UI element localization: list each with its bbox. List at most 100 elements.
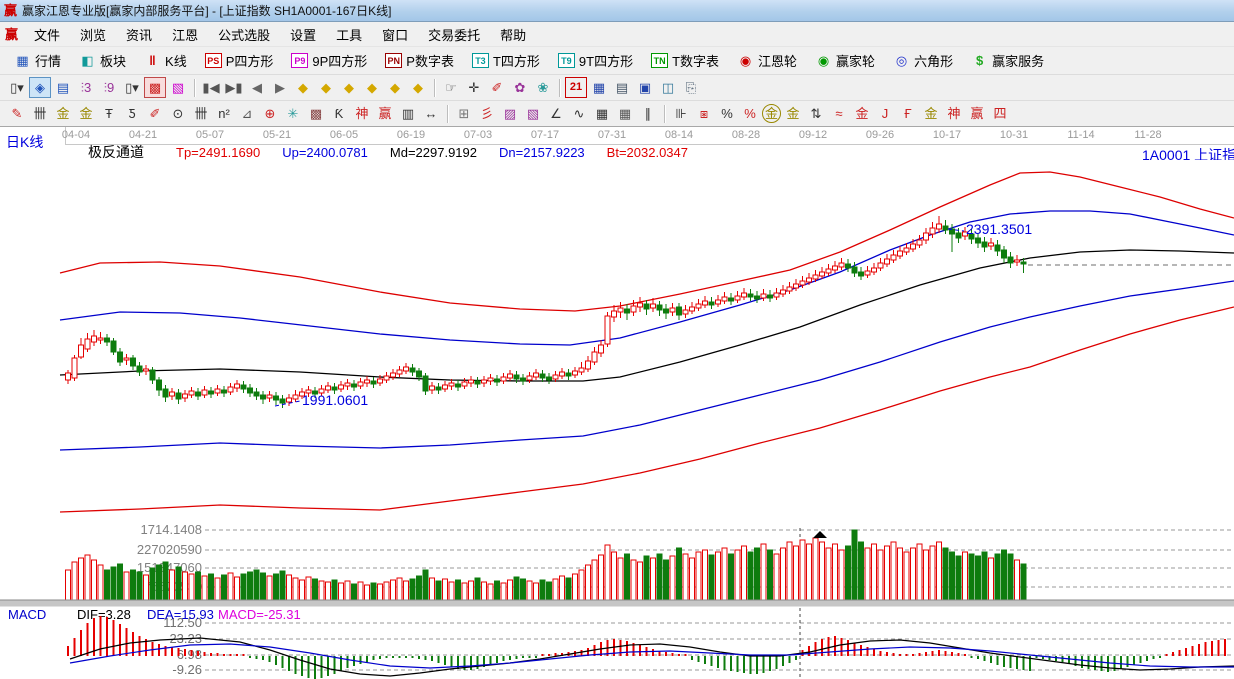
diamond-left-icon[interactable]: ◆: [298, 80, 308, 95]
toolbutton-quotes[interactable]: ▦ 行情: [6, 48, 69, 73]
cross-cursor-icon[interactable]: ✛: [468, 80, 480, 95]
draw-compass-icon[interactable]: ⊕: [264, 106, 276, 121]
draw-ruler-2-icon[interactable]: 卌: [194, 106, 208, 121]
calendar-21-icon[interactable]: 21: [565, 77, 587, 98]
toolbutton-p-number[interactable]: PN P数字表: [377, 48, 462, 73]
draw-fan-lines-icon[interactable]: 彡: [480, 106, 494, 121]
draw-f-ruler-icon[interactable]: Ŧ: [105, 106, 113, 121]
candle-body: [884, 258, 890, 265]
draw-gold-line-icon[interactable]: 金: [79, 106, 93, 121]
menu-item-5[interactable]: 设置: [290, 28, 317, 43]
toolbutton-9t-square[interactable]: T9 9T四方形: [550, 48, 641, 73]
diamond-star-icon[interactable]: ◆: [390, 80, 400, 95]
draw-percent-line-icon[interactable]: %: [744, 106, 756, 121]
save-disk-icon[interactable]: ▣: [638, 80, 652, 95]
pattern-tool-icon[interactable]: ◈: [29, 77, 51, 98]
draw-wave-icon[interactable]: ∿: [573, 106, 585, 121]
calculator-icon[interactable]: ▦: [592, 80, 606, 95]
draw-shen-tool-icon[interactable]: 神: [355, 106, 369, 121]
draw-band-tool-icon[interactable]: ≈: [835, 106, 843, 121]
draw-brush-icon[interactable]: ✐: [149, 106, 161, 121]
hand-icon[interactable]: ☞: [445, 80, 457, 95]
gann-flower-teal-icon[interactable]: ❀: [537, 80, 549, 95]
draw-k-quote-icon[interactable]: Ƙ: [334, 106, 344, 121]
color-chart-icon[interactable]: ▧: [171, 80, 185, 95]
prev-icon[interactable]: ◀: [252, 80, 262, 95]
draw-five-tool-icon[interactable]: Ƽ: [128, 106, 136, 121]
draw-gold-red-icon[interactable]: 金: [855, 106, 869, 121]
draw-gold-levels-icon[interactable]: 金: [786, 106, 800, 121]
draw-grid-dense-2-icon[interactable]: ▦: [618, 106, 632, 121]
menu-item-4[interactable]: 公式选股: [218, 28, 271, 43]
macd-hist-bar: [671, 653, 674, 656]
draw-snowflake-icon[interactable]: ✳: [287, 106, 299, 121]
chart-canvas[interactable]: 1714.140822702059015134706075673530112.5…: [0, 160, 1234, 679]
menu-item-8[interactable]: 交易委托: [428, 28, 481, 43]
pin-icon[interactable]: ✐: [491, 80, 503, 95]
candle-style-icon[interactable]: ▯▾: [10, 80, 24, 95]
draw-ruler-icon[interactable]: 卌: [33, 106, 47, 121]
draw-ruler-123-icon[interactable]: ▥: [401, 106, 415, 121]
draw-n-square-icon[interactable]: n²: [218, 106, 230, 121]
toolbutton-kline[interactable]: ǁ K线: [136, 48, 195, 73]
red-pattern-icon[interactable]: ▩: [144, 77, 166, 98]
draw-j-angle-icon[interactable]: Ј: [881, 106, 889, 121]
bars-3-icon[interactable]: ⫶3: [80, 80, 92, 95]
draw-ying-tool-icon[interactable]: 赢: [378, 106, 392, 121]
draw-box-fan-icon[interactable]: ▨: [503, 106, 517, 121]
last-icon[interactable]: ▶▮: [225, 80, 243, 95]
menu-item-7[interactable]: 窗口: [382, 28, 409, 43]
toolbutton-t-number[interactable]: TN T数字表: [643, 48, 727, 73]
candle-drop-icon[interactable]: ▯▾: [125, 80, 139, 95]
candle-body: [123, 357, 130, 361]
draw-gold-circle-icon[interactable]: 金: [762, 104, 781, 123]
gann-flower-purple-icon[interactable]: ✿: [514, 80, 526, 95]
menu-item-2[interactable]: 资讯: [126, 28, 153, 43]
draw-f-angle-icon[interactable]: Ғ: [904, 106, 912, 121]
toolbutton-t-square[interactable]: T3 T四方形: [464, 48, 548, 73]
draw-ying-angle-icon[interactable]: 赢: [970, 106, 984, 121]
draw-parallel-lines-icon[interactable]: ∥: [644, 106, 652, 121]
menu-item-6[interactable]: 工具: [336, 28, 363, 43]
print-pc-icon[interactable]: ⎘: [685, 80, 697, 95]
clipboard-icon[interactable]: ▤: [56, 80, 70, 95]
draw-pin-updown-icon[interactable]: ⇅: [810, 106, 822, 121]
draw-box-tool-icon[interactable]: ⊞: [458, 106, 470, 121]
diamond-h-icon[interactable]: ◆: [344, 80, 354, 95]
draw-shen-angle-icon[interactable]: 神: [947, 106, 961, 121]
toolbutton-winner-service[interactable]: $ 赢家服务: [963, 48, 1052, 73]
draw-grid-target-icon[interactable]: ▩: [309, 106, 323, 121]
draw-grid-fan-icon[interactable]: ▧: [526, 106, 540, 121]
bars-9-icon[interactable]: ⫶9: [103, 80, 115, 95]
toolbutton-sectors[interactable]: ◧ 板块: [71, 48, 134, 73]
menu-item-3[interactable]: 江恩: [172, 28, 199, 43]
toolbutton-9p-square[interactable]: P9 9P四方形: [283, 48, 375, 73]
next-icon[interactable]: ▶: [275, 80, 285, 95]
first-icon[interactable]: ▮◀: [202, 80, 220, 95]
draw-angle-mirror-icon[interactable]: ⊿: [241, 106, 253, 121]
diamond-all-icon[interactable]: ◆: [413, 80, 423, 95]
draw-pen-icon[interactable]: ✎: [11, 106, 23, 121]
draw-percent-box-icon[interactable]: ⧆: [699, 106, 709, 121]
draw-scale-tool-icon[interactable]: ⊪: [675, 106, 687, 121]
draw-percent-icon[interactable]: %: [721, 106, 733, 121]
draw-span-arrows-icon[interactable]: ↔: [424, 106, 438, 121]
draw-trend-angle-icon[interactable]: ∠: [550, 106, 562, 121]
toolbutton-p-square[interactable]: PS P四方形: [197, 48, 282, 73]
toolbutton-winner-wheel[interactable]: ◉ 赢家轮: [807, 48, 883, 73]
draw-gold-arc-icon[interactable]: 金: [56, 106, 70, 121]
draw-clock-circle-icon[interactable]: ⊙: [172, 106, 184, 121]
notepad-icon[interactable]: ▤: [615, 80, 629, 95]
net-pc-icon[interactable]: ◫: [661, 80, 675, 95]
draw-grid-dense-icon[interactable]: ▦: [595, 106, 609, 121]
candle-body: [767, 294, 773, 299]
toolbutton-hexagon[interactable]: ◎ 六角形: [885, 48, 961, 73]
menu-item-0[interactable]: 文件: [34, 28, 61, 43]
menu-item-1[interactable]: 浏览: [80, 28, 107, 43]
draw-four-angle-icon[interactable]: 四: [993, 106, 1007, 121]
diamond-right-icon[interactable]: ◆: [321, 80, 331, 95]
draw-gold-angle-icon[interactable]: 金: [924, 106, 938, 121]
diamond-x-icon[interactable]: ◆: [367, 80, 377, 95]
toolbutton-gann-wheel[interactable]: ◉ 江恩轮: [729, 48, 805, 73]
menu-item-9[interactable]: 帮助: [500, 28, 527, 43]
